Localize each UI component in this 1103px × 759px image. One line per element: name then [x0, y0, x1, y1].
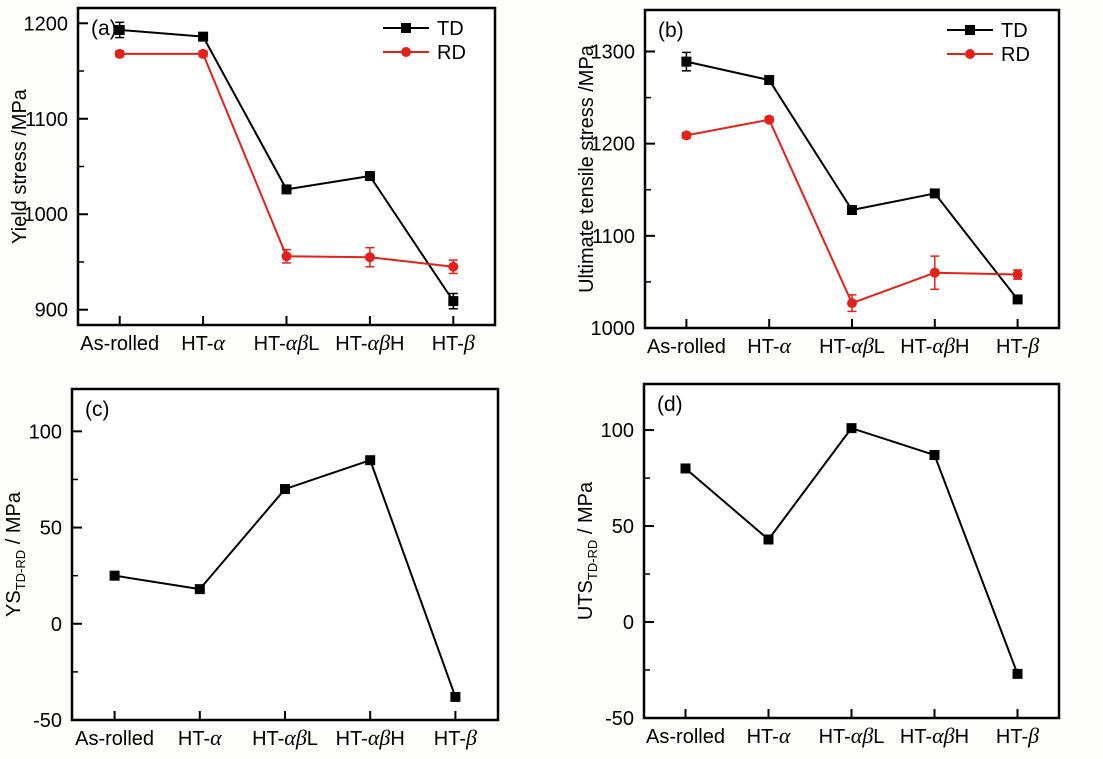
- data-point-rd: [764, 114, 775, 125]
- x-category-label: HT-α: [747, 333, 791, 358]
- data-point-rd: [364, 252, 375, 263]
- data-point-td: [198, 31, 209, 42]
- y-axis-title: Ultimate tensile stress /MPa: [576, 44, 598, 293]
- x-category-label: As-rolled: [646, 726, 725, 748]
- panel-d-uts-td-rd-difference-chart: -50 0 50 100 As-rolled HT-α HT-αβL HT-αβH HT-β (d…: [551, 379, 1103, 759]
- data-point-rd: [198, 48, 209, 59]
- y-tick-label: 100: [601, 420, 634, 442]
- data-point-td-rd: [194, 584, 205, 595]
- data-point-td-rd: [763, 534, 774, 545]
- x-category-label: HT-αβH: [336, 725, 405, 750]
- y-axis-title: UTSTD-RD / MPa: [575, 481, 600, 620]
- y-tick-label: -50: [33, 710, 62, 732]
- panel-letter-label: (b): [658, 19, 684, 42]
- x-category-label: HT-αβH: [335, 330, 404, 355]
- y-tick-label: 1000: [591, 318, 636, 340]
- chart-svg: 1000 1100 1200 1300 As-rolled HT-α HT-αβL HT-αβ…: [576, 8, 1061, 358]
- data-point-td: [364, 171, 375, 182]
- data-point-td-rd: [280, 484, 290, 495]
- y-tick-label: 1100: [592, 226, 635, 248]
- y-tick-label: 1300: [591, 41, 636, 63]
- legend-marker-circle: [401, 47, 411, 57]
- y-axis-title: YSTD-RD / MPa: [3, 491, 28, 617]
- y-axis-title: Yield stress /MPa: [9, 88, 31, 244]
- axis-frame: [70, 387, 500, 722]
- x-category-label: HT-αβL: [252, 725, 318, 750]
- x-category-label: HT-β: [432, 330, 475, 355]
- y-tick-label: 1000: [24, 204, 69, 226]
- x-category-label: As-rolled: [75, 728, 154, 750]
- plot-area: [644, 384, 1059, 718]
- chart-svg: -50 0 50 100 As-rolled HT-α HT-αβL HT-αβH HT-β (d…: [575, 382, 1061, 748]
- chart-svg: 900 1000 1100 1200 As-rolled HT-α HT-αβL HT-αβH…: [9, 6, 497, 355]
- data-point-rd: [1012, 269, 1023, 280]
- y-tick-label: 50: [40, 518, 62, 540]
- panel-letter-label: (d): [657, 393, 683, 416]
- legend-marker-square: [965, 25, 975, 35]
- y-tick-label: 50: [612, 516, 634, 538]
- y-tick-label: 0: [623, 612, 634, 634]
- legend-label: TD: [437, 18, 464, 40]
- data-point-rd: [681, 130, 692, 141]
- axis-frame: [76, 6, 497, 327]
- panel-a-yield-stress-chart: 900 1000 1100 1200 As-rolled HT-α HT-αβL HT-αβH…: [0, 0, 551, 379]
- data-point-rd: [281, 251, 292, 262]
- data-point-td: [764, 75, 775, 86]
- x-category-label: HT-α: [178, 725, 222, 750]
- x-category-label: HT-αβH: [900, 333, 969, 358]
- data-point-td: [847, 205, 857, 216]
- legend-marker-circle: [965, 49, 975, 59]
- data-point-td-rd: [680, 463, 691, 474]
- plot-area: [72, 389, 498, 720]
- data-point-td-rd: [929, 450, 940, 461]
- data-point-rd: [114, 48, 125, 59]
- legend-label: RD: [1001, 44, 1030, 66]
- data-point-td: [281, 184, 292, 195]
- y-tick-label: -50: [605, 708, 634, 730]
- y-tick-label: 900: [35, 300, 68, 322]
- data-point-rd: [847, 298, 857, 309]
- data-point-td-rd: [365, 455, 376, 466]
- x-category-label: HT-αβL: [819, 333, 885, 358]
- legend-marker-square: [401, 23, 411, 33]
- x-category-label: HT-β: [996, 723, 1039, 748]
- panel-c-ys-td-rd-difference-chart: -50 0 50 100 As-rolled HT-α HT-αβL HT-αβH HT-β (c…: [0, 379, 551, 759]
- axis-frame: [642, 382, 1061, 720]
- legend-label: RD: [437, 42, 466, 64]
- data-point-td-rd: [450, 691, 461, 702]
- x-category-label: As-rolled: [80, 333, 159, 355]
- chart-svg: -50 0 50 100 As-rolled HT-α HT-αβL HT-αβH HT-β (c…: [3, 387, 500, 750]
- data-point-td: [681, 56, 692, 67]
- data-point-td-rd: [109, 570, 120, 581]
- panel-letter-label: (c): [85, 398, 110, 421]
- data-point-td: [929, 188, 940, 199]
- data-point-rd: [448, 261, 459, 272]
- plot-area: [645, 10, 1059, 328]
- plot-area: [78, 8, 495, 325]
- axis-frame: [643, 8, 1061, 330]
- y-tick-label: 0: [51, 614, 62, 636]
- x-category-label: HT-α: [181, 330, 225, 355]
- panel-letter-label: (a): [91, 17, 117, 40]
- x-category-label: HT-α: [747, 723, 791, 748]
- y-tick-label: 100: [29, 421, 62, 443]
- panel-b-ultimate-tensile-stress-chart: 1000 1100 1200 1300 As-rolled HT-α HT-αβL HT-αβ…: [551, 0, 1103, 379]
- data-point-td: [448, 296, 459, 307]
- x-category-label: HT-β: [996, 333, 1039, 358]
- x-category-label: HT-αβL: [819, 723, 885, 748]
- data-point-td-rd: [846, 423, 857, 434]
- legend-label: TD: [1001, 20, 1028, 42]
- data-point-td: [1012, 294, 1023, 305]
- x-category-label: HT-β: [434, 725, 477, 750]
- x-category-label: As-rolled: [647, 336, 726, 358]
- data-point-td: [114, 24, 125, 35]
- y-tick-label: 1100: [25, 109, 68, 131]
- x-category-label: HT-αβH: [900, 723, 969, 748]
- x-category-label: HT-αβL: [254, 330, 320, 355]
- y-tick-label: 1200: [591, 134, 636, 156]
- data-point-td-rd: [1012, 668, 1023, 679]
- data-point-rd: [929, 267, 940, 278]
- y-tick-label: 1200: [24, 13, 69, 35]
